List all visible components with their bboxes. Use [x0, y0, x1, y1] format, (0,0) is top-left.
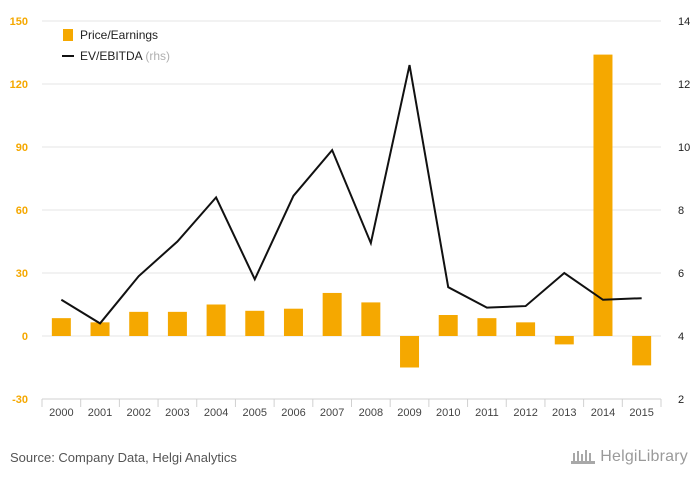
x-tick-label: 2009 [397, 407, 421, 419]
x-tick-label: 2005 [243, 407, 267, 419]
x-tick-label: 2010 [436, 407, 460, 419]
brand-name: HelgiLibrary [600, 448, 688, 465]
y-left-tick-label: 60 [16, 205, 28, 217]
bar-2010 [438, 315, 458, 336]
source-note: Source: Company Data, Helgi Analytics [10, 450, 237, 465]
bar-2011 [477, 318, 497, 336]
bar-2001 [90, 322, 110, 336]
bar-2014 [593, 54, 613, 336]
y-left-tick-label: 90 [16, 142, 28, 154]
bar-2012 [516, 322, 536, 336]
x-tick-label: 2014 [591, 407, 615, 419]
x-tick-label: 2004 [204, 407, 228, 419]
bar-2005 [245, 310, 265, 336]
y-left-tick-label: -30 [12, 394, 28, 406]
y-right-tick-label: 14 [678, 16, 690, 28]
x-tick-label: 2007 [320, 407, 344, 419]
y-left-tick-label: 0 [22, 331, 28, 343]
bar-2015 [632, 336, 652, 366]
bar-2003 [167, 311, 187, 336]
x-tick-label: 2003 [165, 407, 189, 419]
chart: -30 0 30 60 90 120 150 2 4 6 8 10 12 14 2000 2001 2002 20… [10, 16, 691, 419]
x-tick-label: 2000 [49, 407, 73, 419]
bar-2004 [206, 304, 226, 336]
legend-label-ev-ebitda: EV/EBITDA (rhs) [80, 49, 170, 63]
y-left-tick-label: 120 [10, 79, 28, 91]
y-right-tick-label: 2 [678, 394, 684, 406]
x-tick-label: 2012 [513, 407, 537, 419]
bar-2008 [361, 302, 381, 336]
y-right-tick-label: 12 [678, 79, 690, 91]
x-tick-label: 2006 [281, 407, 305, 419]
bar-2013 [554, 336, 574, 345]
library-icon [571, 450, 596, 464]
y-right-tick-label: 4 [678, 331, 684, 343]
bar-2006 [283, 308, 303, 336]
y-right-tick-label: 10 [678, 142, 690, 154]
legend-rhs-note: (rhs) [145, 49, 170, 63]
x-tick-label: 2011 [475, 407, 499, 419]
bar-2000 [51, 318, 71, 336]
y-right-tick-label: 6 [678, 268, 684, 280]
x-tick-label: 2013 [552, 407, 576, 419]
brand-logo: HelgiLibrary [570, 448, 688, 466]
legend-swatch-bar [63, 29, 73, 41]
x-tick-label: 2015 [629, 407, 653, 419]
x-tick-label: 2008 [359, 407, 383, 419]
bar-2007 [322, 292, 342, 336]
x-tick-label: 2001 [88, 407, 112, 419]
y-left-tick-label: 30 [16, 268, 28, 280]
y-left-tick-label: 150 [10, 16, 28, 28]
x-tick-label: 2002 [126, 407, 150, 419]
legend-label-price-earnings: Price/Earnings [80, 28, 158, 42]
bar-2002 [129, 311, 149, 336]
bar-2009 [400, 336, 420, 368]
line-series-ev-ebitda [60, 64, 642, 325]
y-right-tick-label: 8 [678, 205, 684, 217]
